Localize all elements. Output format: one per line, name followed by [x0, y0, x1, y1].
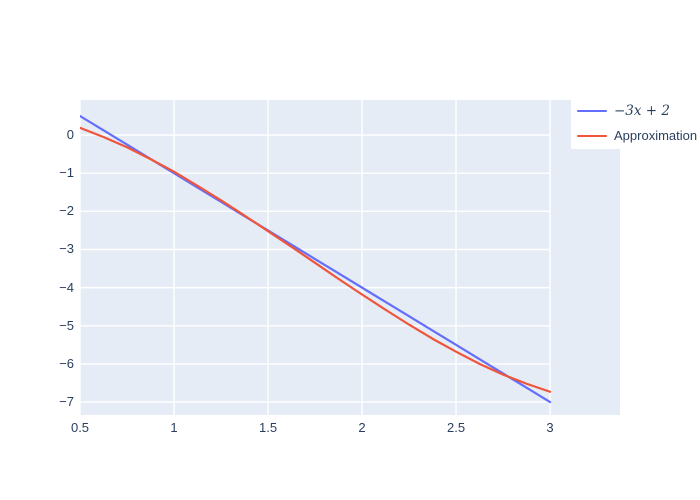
legend: −3x + 2 Approximation [571, 97, 700, 149]
legend-item-0[interactable]: −3x + 2 [577, 100, 700, 121]
legend-label: −3x + 2 [614, 102, 670, 119]
x-tick-label: 1.5 [258, 420, 278, 435]
y-tick-label: −5 [59, 317, 74, 333]
legend-line-swatch [577, 109, 607, 112]
y-tick-label: −3 [59, 241, 74, 257]
y-tick-label: −6 [59, 355, 74, 371]
x-tick-label: 3 [546, 420, 554, 435]
x-tick-label: 1 [170, 420, 178, 435]
legend-item-1[interactable]: Approximation [577, 125, 700, 146]
y-tick-label: −2 [59, 203, 74, 219]
x-tick-label: 2 [358, 420, 366, 435]
series-line-1[interactable] [80, 126, 552, 393]
y-tick-label: 0 [66, 127, 74, 143]
legend-label: Approximation [614, 128, 698, 143]
x-tick-label: 0.5 [70, 420, 90, 435]
y-tick-label: −7 [59, 394, 74, 410]
legend-line-swatch [577, 134, 607, 137]
x-tick-label: 2.5 [446, 420, 466, 435]
y-tick-label: −1 [59, 165, 74, 181]
plot-area[interactable] [80, 100, 620, 415]
y-tick-label: −4 [59, 279, 74, 295]
